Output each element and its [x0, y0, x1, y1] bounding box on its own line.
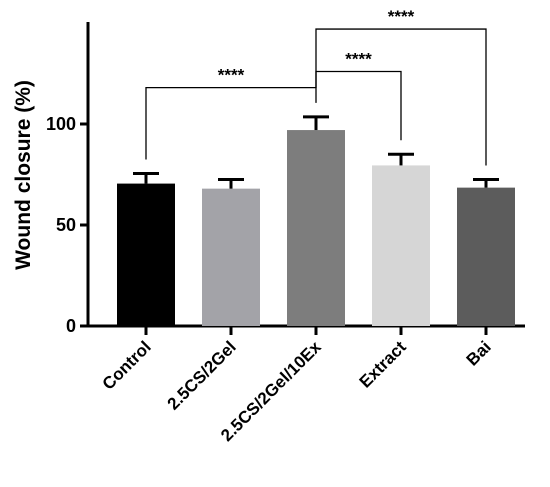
bar-2-5cs-2gel-10ex [287, 130, 345, 326]
x-tick-label: Bai [463, 337, 495, 369]
x-tick-label: Control [99, 337, 155, 393]
significance-label: **** [345, 49, 372, 68]
significance-label: **** [388, 7, 415, 26]
y-axis-label: Wound closure (%) [12, 80, 35, 270]
y-ticks: 0 50 100 [46, 114, 88, 336]
y-tick-label: 50 [56, 215, 76, 235]
significance-bracket [315, 70, 402, 141]
significance-bracket [145, 86, 317, 160]
y-tick-label: 100 [46, 114, 76, 134]
y-tick-label: 0 [66, 316, 76, 336]
x-tick-label: 2.5CS/2Gel [164, 337, 240, 413]
bar-bai [457, 187, 515, 326]
bars [117, 130, 515, 326]
x-tick-label: Extract [356, 337, 410, 391]
error-bars [133, 115, 499, 189]
significance-bracket [315, 28, 487, 166]
significance-brackets: **** **** **** [145, 7, 487, 166]
bar-control [117, 183, 175, 326]
significance-label: **** [218, 66, 245, 85]
bar-2-5cs-2gel [202, 188, 260, 326]
bar-extract [372, 165, 430, 326]
